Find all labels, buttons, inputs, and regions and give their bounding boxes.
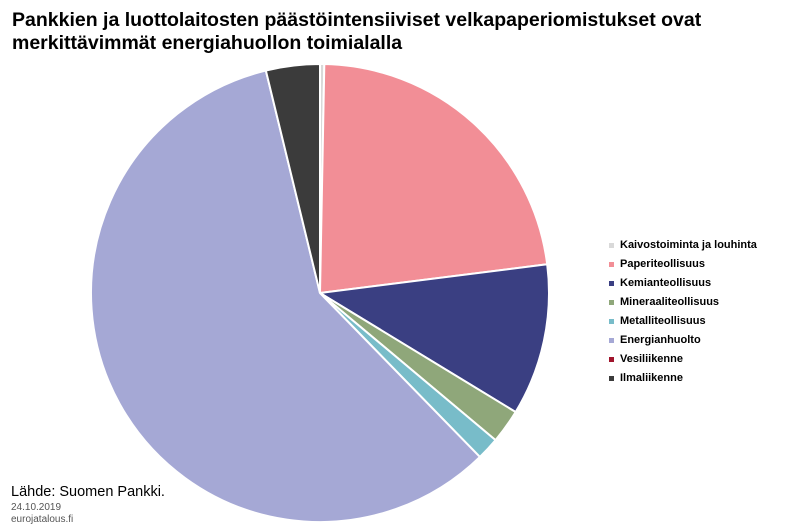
legend-label: Kaivostoiminta ja louhinta [620, 239, 757, 251]
legend-swatch [609, 376, 614, 381]
site-name: eurojatalous.fi [11, 514, 74, 525]
legend-label: Kemianteollisuus [620, 277, 712, 289]
legend-label: Energianhuolto [620, 334, 701, 346]
pie-slice-7 [264, 62, 321, 294]
legend-swatch [609, 281, 614, 286]
legend-item-4: Metalliteollisuus [609, 312, 757, 331]
legend-item-0: Kaivostoiminta ja louhinta [609, 236, 757, 255]
publication-date: 24.10.2019 [11, 502, 62, 513]
pie-slice-2 [317, 263, 550, 414]
pie-slice-5 [90, 69, 482, 524]
legend-swatch [609, 262, 614, 267]
legend-label: Metalliteollisuus [620, 315, 706, 327]
legend-swatch [609, 319, 614, 324]
legend-item-1: Paperiteollisuus [609, 255, 757, 274]
legend-swatch [609, 300, 614, 305]
legend-item-7: Ilmaliikenne [609, 369, 757, 388]
legend-label: Paperiteollisuus [620, 258, 705, 270]
legend-item-3: Mineraaliteollisuus [609, 293, 757, 312]
legend-swatch [609, 243, 614, 248]
legend-swatch [609, 338, 614, 343]
legend: Kaivostoiminta ja louhinta Paperiteollisu… [609, 236, 757, 388]
legend-item-5: Energianhuolto [609, 331, 757, 350]
chart-title: Pankkien ja luottolaitosten päästöintens… [12, 9, 772, 55]
title-line-1: Pankkien ja luottolaitosten päästöintens… [12, 9, 702, 31]
legend-label: Ilmaliikenne [620, 372, 683, 384]
title-line-2: merkittävimmät energiahuollon toimialall… [12, 32, 403, 54]
pie-slice-1 [318, 63, 549, 295]
source-note: Lähde: Suomen Pankki. [11, 484, 165, 500]
legend-item-6: Vesiliikenne [609, 350, 757, 369]
legend-label: Mineraaliteollisuus [620, 296, 720, 308]
legend-item-2: Kemianteollisuus [609, 274, 757, 293]
legend-label: Vesiliikenne [620, 353, 683, 365]
legend-swatch [609, 357, 614, 362]
